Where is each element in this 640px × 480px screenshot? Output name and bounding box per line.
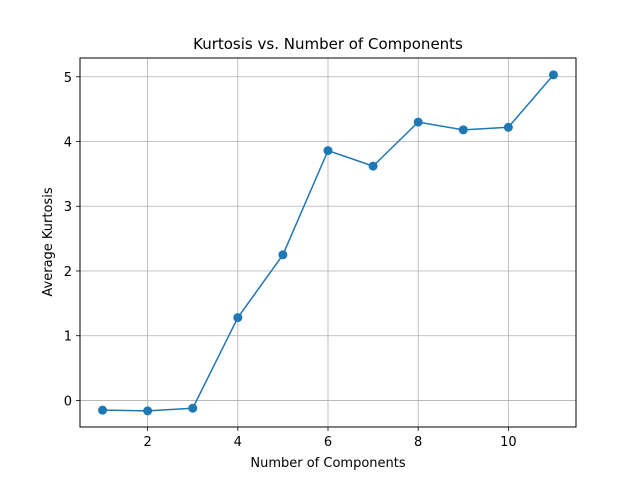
data-point bbox=[323, 146, 333, 156]
y-tick-label: 3 bbox=[64, 200, 72, 215]
data-point bbox=[458, 125, 468, 135]
x-tick-label: 10 bbox=[500, 435, 517, 450]
x-tick-label: 8 bbox=[414, 435, 422, 450]
data-point bbox=[98, 405, 108, 415]
data-point bbox=[188, 403, 198, 413]
series-markers bbox=[98, 70, 558, 416]
y-tick-label: 5 bbox=[64, 71, 72, 86]
x-axis-label: Number of Components bbox=[250, 456, 405, 471]
data-point bbox=[413, 117, 423, 127]
chart-title: Kurtosis vs. Number of Components bbox=[193, 35, 463, 53]
grid bbox=[80, 58, 576, 427]
data-point bbox=[278, 250, 288, 260]
y-tick-label: 2 bbox=[64, 265, 72, 280]
x-tick-label: 2 bbox=[143, 435, 151, 450]
ticks: 2 4 6 8 10 0 1 2 3 4 5 bbox=[64, 71, 517, 450]
y-axis-label: Average Kurtosis bbox=[41, 187, 56, 296]
x-tick-label: 6 bbox=[324, 435, 332, 450]
y-tick-label: 0 bbox=[64, 394, 72, 409]
y-tick-label: 1 bbox=[64, 330, 72, 345]
data-point bbox=[368, 161, 378, 171]
data-point bbox=[143, 406, 153, 416]
x-tick-label: 4 bbox=[234, 435, 242, 450]
data-point bbox=[233, 313, 243, 323]
data-point bbox=[548, 70, 558, 80]
data-point bbox=[503, 122, 513, 132]
y-tick-label: 4 bbox=[64, 136, 72, 151]
